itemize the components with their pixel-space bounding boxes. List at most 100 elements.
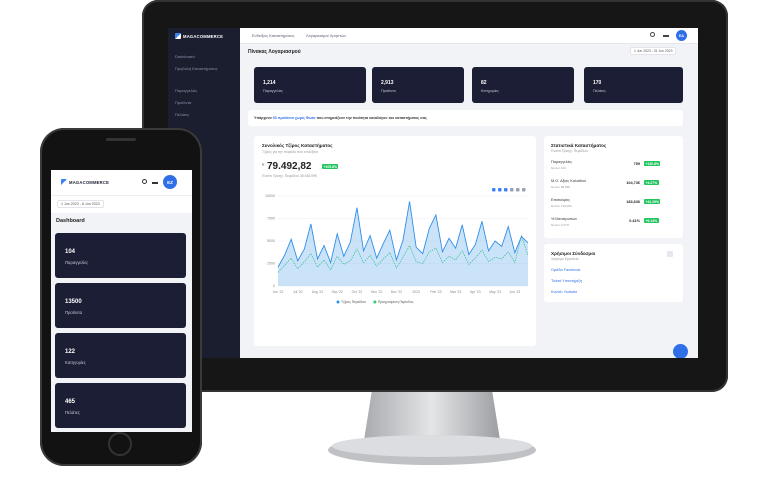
stats-panel: Στατιστικά Καταστήματος Έναντι Προηγ. Πε… [544, 136, 683, 238]
phone-header: MAGACOMMERCE EZ [51, 170, 192, 195]
links-subtitle: Χρήσιμα Εργαλεία [551, 257, 579, 261]
chart-tool-icon[interactable] [492, 188, 496, 192]
top-link[interactable]: Ενδείξεις Καταστήματος [252, 33, 295, 38]
chart-tool-icon[interactable] [522, 188, 526, 192]
phone-logo: MAGACOMMERCE [61, 179, 109, 185]
useful-link[interactable]: Ticket Υποστήριξη [551, 279, 583, 283]
page-title: Πίνακας Λογαριασμού [248, 49, 301, 55]
x-tick-label: Oct '22 [352, 290, 363, 294]
topbar: Ενδείξεις Καταστήματος Λογαριασμοί Χρηστ… [240, 28, 698, 44]
stat-card: 1,214 Παραγγελίες [254, 67, 366, 103]
y-tick-label: 2500 [267, 262, 275, 266]
sales-total: 79.492,82 [267, 161, 312, 172]
card-label: Παραγγελίες [65, 260, 89, 265]
phone-card: 122 Κατηγορίες [55, 333, 186, 378]
notice-text: Υπάρχουν 93 προϊόντα χωρίς Φωτο που επηρ… [254, 116, 427, 120]
y-tick-label: 0 [273, 284, 275, 288]
chart-tool-icon[interactable] [504, 188, 508, 192]
y-tick-label: 7500 [267, 217, 275, 221]
sidebar-item[interactable]: Προβολή Καταστήματος [175, 66, 218, 71]
stat-label: Μ.Ο. Αξίας Καλαθιού [551, 179, 587, 183]
stat-value: 183,636 [626, 200, 640, 204]
speaker [106, 138, 136, 141]
home-button[interactable] [108, 432, 132, 456]
y-tick-label: 5000 [267, 239, 275, 243]
card-value: 82 [481, 80, 487, 86]
x-tick-label: May '23 [489, 290, 501, 294]
legend-label: Τζίρος Περιόδου [341, 300, 366, 304]
useful-link[interactable]: Κανάλι Youtube [551, 290, 578, 294]
settings-icon[interactable] [650, 32, 655, 37]
card-label: Κατηγορίες [65, 360, 86, 365]
series-line [277, 201, 529, 268]
card-value: 122 [65, 349, 76, 355]
card-value: 465 [65, 399, 76, 405]
phone-title: Dashboard [56, 218, 85, 224]
phone-card: 465 Πελάτες [55, 383, 186, 428]
sales-change: +105.8% [322, 164, 339, 170]
sales-chart: 0 2500 5000 7500 10000 Jun '22 Jul '22 Aug '22 S… [265, 188, 529, 304]
notice: Υπάρχουν 93 προϊόντα χωρίς Φωτο που επηρ… [248, 110, 683, 126]
stat-change: +120.8% [644, 161, 661, 167]
phone-avatar[interactable]: EZ [163, 175, 177, 189]
stat-label: % Μετατροπών [551, 217, 578, 221]
card-label: Πελάτες [593, 89, 606, 93]
chart-tool-icon[interactable] [498, 188, 502, 192]
sales-comparison: Έναντι Προηγ. Περιόδου 38.636,99€ [262, 174, 317, 178]
stat-card: 82 Κατηγορίες [472, 67, 574, 103]
notice-after: που επηρεάζουν την ποιότητα καταλόγου το… [316, 116, 427, 120]
stat-value: 104,73€ [626, 181, 640, 185]
chat-button[interactable] [673, 344, 688, 358]
date-range[interactable]: 1 Jun 2023 - 31 Jun 2023 [630, 47, 677, 55]
useful-link[interactable]: Ομάδα Facebook [551, 268, 581, 272]
stat-label: Παραγγελίες [551, 160, 573, 164]
sidebar-item[interactable]: Dashboard [175, 54, 195, 59]
stat-sub: Έναντι 0.27% [551, 223, 570, 227]
sales-title: Συνολικός Τζίρος Καταστήματος [262, 143, 333, 148]
logo-text: MAGACOMMERCE [183, 33, 224, 39]
legend-swatch [336, 300, 340, 304]
phone-logo-text: MAGACOMMERCE [69, 179, 110, 185]
card-value: 2,913 [381, 80, 394, 86]
stat-label: Επισκέψεις [551, 198, 571, 202]
notice-link[interactable]: 93 προϊόντα χωρίς Φωτο [272, 116, 316, 120]
stat-value: 759 [633, 162, 640, 166]
stand-base-top [332, 435, 532, 457]
top-link[interactable]: Λογαριασμοί Χρηστών [306, 33, 346, 38]
stats-icon[interactable] [152, 180, 158, 184]
settings-icon[interactable] [142, 179, 147, 184]
legend-swatch [373, 300, 377, 304]
series-line [277, 234, 529, 273]
phone-date-range[interactable]: 1 Jun 2023 - 8 Jun 2023 [57, 200, 104, 208]
stats-icon[interactable] [663, 33, 669, 37]
stand-neck [364, 390, 500, 440]
card-label: Κατηγορίες [481, 89, 499, 93]
stat-sub: Έναντι 130,050 [551, 204, 572, 208]
x-tick-label: Feb '23 [430, 290, 441, 294]
card-value: 104 [65, 249, 76, 255]
card-label: Προϊόντα [381, 89, 396, 93]
x-tick-label: Mar '23 [450, 290, 461, 294]
links-icon [667, 251, 673, 257]
card-label: Προϊόντα [65, 310, 83, 315]
card-label: Πελάτες [65, 410, 80, 415]
stat-sub: Έναντι 98,83€ [551, 185, 570, 189]
sidebar-item[interactable]: Παραγγελίες [175, 88, 198, 93]
logo: MAGACOMMERCE [175, 33, 223, 39]
x-tick-label: Sep '22 [332, 290, 344, 294]
legend-label: Προηγούμενη Περίοδος [378, 300, 414, 304]
chart-tool-icon[interactable] [510, 188, 514, 192]
stats-subtitle: Έναντι Προηγ. Περιόδου [551, 149, 588, 153]
sidebar-item[interactable]: Προϊόντα [175, 100, 192, 105]
stat-change: +0.14% [644, 218, 659, 224]
links-panel: Χρήσιμοι Σύνδεσμοι Χρήσιμα Εργαλεία Ομάδ… [544, 244, 683, 302]
chart-tool-icon[interactable] [516, 188, 520, 192]
x-tick-label: Jun '22 [273, 290, 284, 294]
sidebar-item[interactable]: Πελάτες [175, 112, 190, 117]
y-tick-label: 10000 [265, 194, 275, 198]
phone-card: 104 Παραγγελίες [55, 233, 186, 278]
avatar[interactable]: EA [676, 30, 687, 41]
